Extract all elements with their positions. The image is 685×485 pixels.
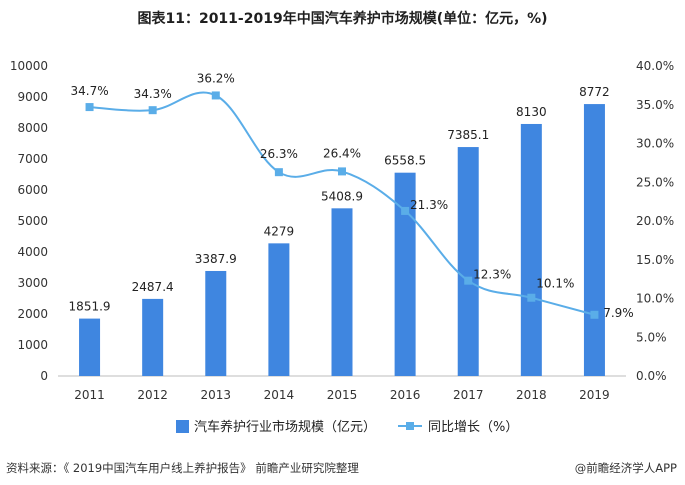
line-value-label: 26.4% (323, 146, 361, 160)
line-point (338, 167, 346, 176)
x-tick-label: 2012 (137, 388, 168, 402)
y-tick-label: 6000 (17, 183, 48, 197)
y2-tick-label: 25.0% (636, 175, 674, 189)
combo-chart: 0 1000 2000 3000 4000 5000 6000 7000 8000 9000 100… (10, 59, 674, 435)
line-series (85, 91, 599, 319)
line-value-label: 26.3% (260, 147, 298, 161)
y2-tick-label: 20.0% (636, 214, 674, 228)
footer: 资料来源：《 2019中国汽车用户线上养护报告》 前瞻产业研究院整理 @前瞻经济… (0, 456, 685, 482)
legend-bar-swatch (176, 420, 189, 433)
x-axis: 2011 2012 2013 2014 2015 2016 2017 2018 2019 (58, 375, 626, 402)
bar (142, 298, 164, 376)
y-tick-label: 7000 (17, 152, 48, 166)
line-data-labels: 34.7% 34.3% 36.2% 26.3% 26.4% 21.3% 12.3% 10.1%… (70, 71, 633, 319)
bar-value-label: 6558.5 (384, 154, 426, 168)
y-tick-label: 8000 (17, 121, 48, 135)
x-tick-label: 2014 (264, 388, 295, 402)
bar-value-label: 3387.9 (195, 252, 237, 266)
bar (205, 270, 227, 376)
bar (268, 243, 290, 376)
line-point (527, 293, 536, 302)
bar-value-label: 4279 (264, 224, 295, 238)
legend-line-label: 同比增长（%） (428, 420, 518, 435)
legend-line-marker (406, 422, 414, 430)
y-tick-label: 0 (40, 369, 48, 383)
y-tick-label: 4000 (17, 245, 48, 259)
line-point (85, 103, 94, 112)
x-tick-label: 2015 (327, 388, 358, 402)
line-point (148, 106, 157, 115)
y-tick-label: 10000 (10, 59, 48, 73)
line-value-label: 12.3% (473, 268, 511, 282)
bar (457, 147, 479, 376)
line-point (464, 276, 473, 285)
line-value-label: 34.3% (134, 87, 172, 101)
bar (394, 172, 416, 376)
brand-credit: @前瞻经济学人APP (574, 461, 677, 475)
bar-value-label: 8130 (516, 105, 547, 119)
bar (520, 123, 542, 376)
y2-tick-label: 35.0% (636, 98, 674, 112)
line-value-label: 10.1% (536, 277, 574, 291)
bar-value-label: 1851.9 (69, 300, 111, 314)
line-value-label: 21.3% (410, 198, 448, 212)
y2-tick-label: 40.0% (636, 59, 674, 73)
line-value-label: 7.9% (603, 306, 634, 320)
bar-data-labels: 1851.9 2487.4 3387.9 4279 5408.9 6558.5 7385.1… (69, 85, 610, 314)
line-point (274, 168, 283, 177)
bar (79, 318, 101, 376)
legend-bar-label: 汽车养护行业市场规模（亿元） (194, 419, 376, 435)
legend: 汽车养护行业市场规模（亿元） 同比增长（%） (176, 419, 518, 435)
bar (331, 208, 353, 376)
y2-tick-label: 30.0% (636, 137, 674, 151)
y-tick-label: 9000 (17, 90, 48, 104)
line-value-label: 36.2% (197, 71, 235, 85)
x-tick-label: 2018 (516, 388, 547, 402)
line-value-label: 34.7% (70, 84, 108, 98)
bar-value-label: 2487.4 (132, 280, 174, 294)
y-tick-label: 5000 (17, 214, 48, 228)
bar (583, 104, 605, 377)
x-tick-label: 2017 (453, 388, 484, 402)
left-axis: 0 1000 2000 3000 4000 5000 6000 7000 8000 9000 100… (10, 59, 48, 383)
source-note: 资料来源：《 2019中国汽车用户线上养护报告》 前瞻产业研究院整理 (6, 461, 359, 475)
line-point (211, 91, 220, 100)
bar-series (79, 104, 605, 377)
x-tick-label: 2019 (579, 388, 610, 402)
bar-value-label: 7385.1 (447, 128, 489, 142)
bar-value-label: 5408.9 (321, 189, 363, 203)
y2-tick-label: 0.0% (636, 369, 667, 383)
y2-tick-label: 10.0% (636, 292, 674, 306)
y-tick-label: 2000 (17, 307, 48, 321)
y-tick-label: 3000 (17, 276, 48, 290)
line-point (590, 310, 599, 319)
y-tick-label: 1000 (17, 338, 48, 352)
x-tick-label: 2011 (74, 388, 105, 402)
x-tick-label: 2013 (201, 388, 232, 402)
right-axis: 0.0% 5.0% 10.0% 15.0% 20.0% 25.0% 30.0% 35.0% 40… (636, 59, 674, 383)
bar-value-label: 8772 (579, 85, 610, 99)
line-point (401, 206, 410, 215)
chart-title: 图表11：2011-2019年中国汽车养护市场规模(单位：亿元，%) (137, 11, 548, 27)
x-tick-label: 2016 (390, 388, 421, 402)
y2-tick-label: 15.0% (636, 253, 674, 267)
y2-tick-label: 5.0% (636, 330, 667, 344)
